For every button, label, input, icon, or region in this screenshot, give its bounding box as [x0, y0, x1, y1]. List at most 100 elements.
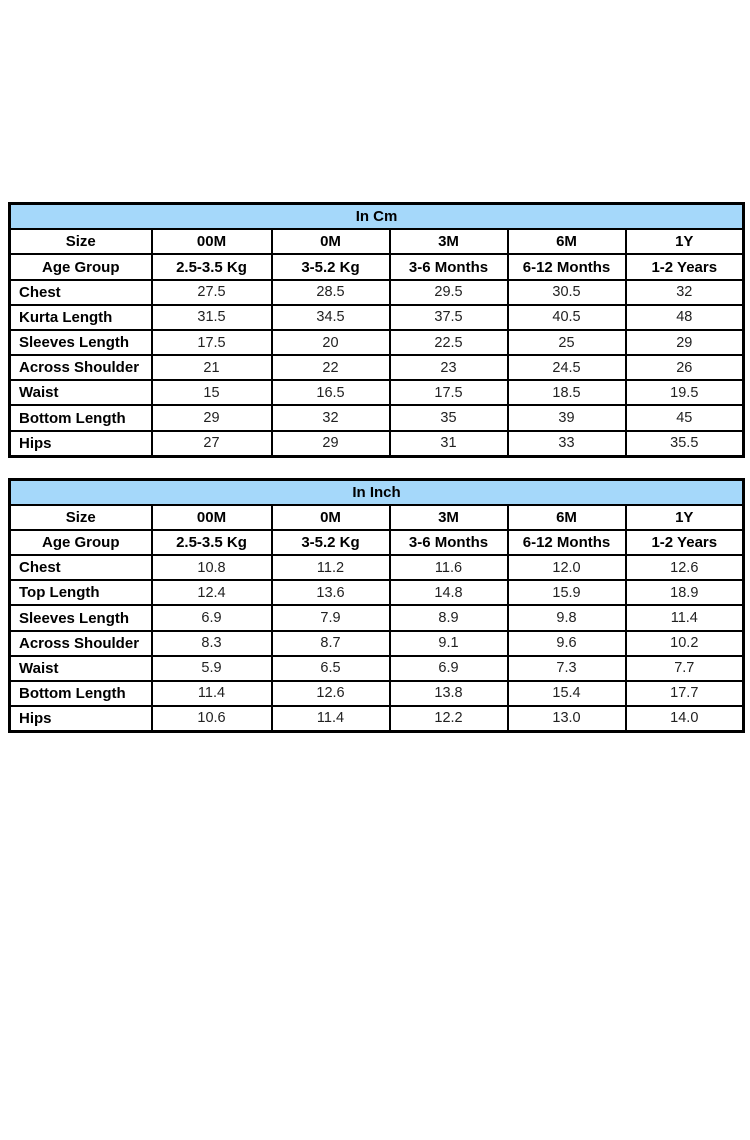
- cell-value: 7.3: [506, 654, 627, 682]
- cell-value: 14.8: [388, 579, 509, 607]
- age-group-header-label: Age Group: [8, 253, 153, 281]
- cell-value: 8.9: [388, 604, 509, 632]
- cell-value: 24.5: [506, 354, 627, 382]
- cell-value: 9.1: [388, 629, 509, 657]
- cell-value: 33: [506, 429, 627, 458]
- row-label: Waist: [8, 654, 153, 682]
- cell-value: 18.5: [506, 379, 627, 407]
- table-row: Waist 5.9 6.5 6.9 7.3 7.7: [8, 654, 745, 682]
- size-header-label: Size: [8, 228, 153, 256]
- cell-value: 11.4: [270, 704, 391, 733]
- cell-value: 26: [624, 354, 745, 382]
- size-header-label: Size: [8, 504, 153, 532]
- row-label: Chest: [8, 278, 153, 306]
- row-label: Bottom Length: [8, 679, 153, 707]
- column-header: 6M: [506, 228, 627, 256]
- cell-value: 40.5: [506, 303, 627, 331]
- cell-value: 27.5: [150, 278, 273, 306]
- cell-value: 11.4: [624, 604, 745, 632]
- cell-value: 22: [270, 354, 391, 382]
- cell-value: 12.2: [388, 704, 509, 733]
- column-header: 3M: [388, 504, 509, 532]
- cell-value: 27: [150, 429, 273, 458]
- table-row: In Inch: [8, 478, 745, 507]
- cell-value: 45: [624, 404, 745, 432]
- row-label: Sleeves Length: [8, 328, 153, 357]
- column-header: 1Y: [624, 504, 745, 532]
- cell-value: 39: [506, 404, 627, 432]
- row-label: Across Shoulder: [8, 629, 153, 657]
- cell-value: 35.5: [624, 429, 745, 458]
- cell-value: 31.5: [150, 303, 273, 331]
- cell-value: 7.7: [624, 654, 745, 682]
- cell-value: 37.5: [388, 303, 509, 331]
- row-label: Hips: [8, 704, 153, 733]
- table-title: In Inch: [8, 478, 745, 507]
- cell-value: 10.8: [150, 554, 273, 582]
- age-group-value: 3-5.2 Kg: [270, 253, 391, 281]
- row-label: Kurta Length: [8, 303, 153, 331]
- cell-value: 11.2: [270, 554, 391, 582]
- cell-value: 11.4: [150, 679, 273, 707]
- cell-value: 29: [150, 404, 273, 432]
- row-label: Bottom Length: [8, 404, 153, 432]
- table-row: Across Shoulder 8.3 8.7 9.1 9.6 10.2: [8, 629, 745, 657]
- table-row: Sleeves Length 17.5 20 22.5 25 29: [8, 328, 745, 357]
- table-row: Age Group 2.5-3.5 Kg 3-5.2 Kg 3-6 Months 6-1…: [8, 529, 745, 557]
- column-header: 1Y: [624, 228, 745, 256]
- cell-value: 11.6: [388, 554, 509, 582]
- table-row: Waist 15 16.5 17.5 18.5 19.5: [8, 379, 745, 407]
- cell-value: 31: [388, 429, 509, 458]
- column-header: 0M: [270, 504, 391, 532]
- column-header: 0M: [270, 228, 391, 256]
- cell-value: 23: [388, 354, 509, 382]
- cell-value: 14.0: [624, 704, 745, 733]
- table-row: Chest 27.5 28.5 29.5 30.5 32: [8, 278, 745, 306]
- size-table-inch: In Inch Size 00M 0M 3M 6M 1Y Age Group 2.5-3.5 K…: [8, 478, 746, 733]
- table-row: Age Group 2.5-3.5 Kg 3-5.2 Kg 3-6 Months 6-1…: [8, 253, 745, 281]
- age-group-header-label: Age Group: [8, 529, 153, 557]
- row-label: Waist: [8, 379, 153, 407]
- table-row: Sleeves Length 6.9 7.9 8.9 9.8 11.4: [8, 604, 745, 632]
- table-title: In Cm: [8, 202, 745, 231]
- cell-value: 22.5: [388, 328, 509, 357]
- row-label: Hips: [8, 429, 153, 458]
- cell-value: 29.5: [388, 278, 509, 306]
- row-label: Across Shoulder: [8, 354, 153, 382]
- cell-value: 10.2: [624, 629, 745, 657]
- cell-value: 5.9: [150, 654, 273, 682]
- table-row: Size 00M 0M 3M 6M 1Y: [8, 228, 745, 256]
- cell-value: 8.3: [150, 629, 273, 657]
- cell-value: 18.9: [624, 579, 745, 607]
- cell-value: 12.4: [150, 579, 273, 607]
- cell-value: 19.5: [624, 379, 745, 407]
- cell-value: 12.0: [506, 554, 627, 582]
- cell-value: 13.8: [388, 679, 509, 707]
- cell-value: 34.5: [270, 303, 391, 331]
- age-group-value: 3-5.2 Kg: [270, 529, 391, 557]
- age-group-value: 6-12 Months: [506, 253, 627, 281]
- column-header: 00M: [150, 504, 273, 532]
- cell-value: 6.5: [270, 654, 391, 682]
- column-header: 6M: [506, 504, 627, 532]
- table-row: Size 00M 0M 3M 6M 1Y: [8, 504, 745, 532]
- cell-value: 13.6: [270, 579, 391, 607]
- age-group-value: 2.5-3.5 Kg: [150, 529, 273, 557]
- cell-value: 29: [270, 429, 391, 458]
- table-row: Kurta Length 31.5 34.5 37.5 40.5 48: [8, 303, 745, 331]
- cell-value: 12.6: [270, 679, 391, 707]
- row-label: Chest: [8, 554, 153, 582]
- table-row: In Cm: [8, 202, 745, 231]
- cell-value: 15.4: [506, 679, 627, 707]
- column-header: 3M: [388, 228, 509, 256]
- table-row: Top Length 12.4 13.6 14.8 15.9 18.9: [8, 579, 745, 607]
- cell-value: 20: [270, 328, 391, 357]
- table-row: Bottom Length 11.4 12.6 13.8 15.4 17.7: [8, 679, 745, 707]
- cell-value: 10.6: [150, 704, 273, 733]
- cell-value: 6.9: [150, 604, 273, 632]
- cell-value: 7.9: [270, 604, 391, 632]
- cell-value: 32: [624, 278, 745, 306]
- table-row: Across Shoulder 21 22 23 24.5 26: [8, 354, 745, 382]
- age-group-value: 3-6 Months: [388, 529, 509, 557]
